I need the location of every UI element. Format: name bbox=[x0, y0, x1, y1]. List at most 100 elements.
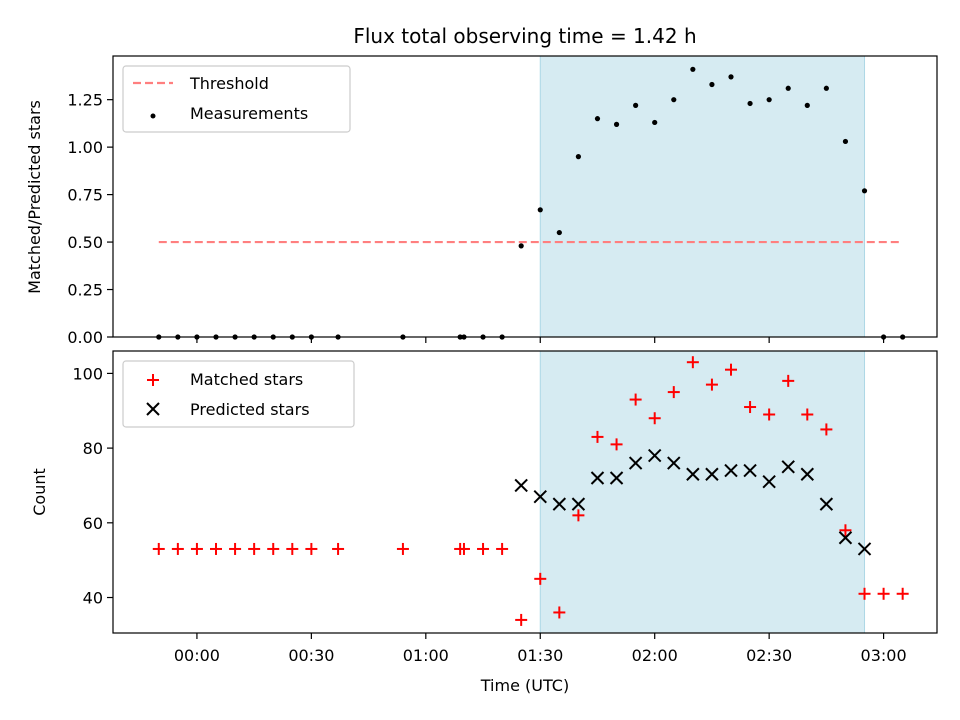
measurement-point bbox=[537, 207, 543, 213]
matched-stars-point bbox=[744, 401, 757, 414]
matched-stars-point bbox=[820, 423, 833, 436]
predicted-stars-point bbox=[590, 471, 605, 485]
matched-stars-point bbox=[705, 378, 718, 391]
predicted-stars-point bbox=[724, 463, 738, 478]
measurement-point bbox=[747, 100, 753, 107]
measurement-point bbox=[671, 97, 677, 103]
matched-stars-point bbox=[648, 412, 661, 425]
predicted-stars-stroke bbox=[762, 475, 776, 489]
x-tick-label: 01:00 bbox=[403, 646, 449, 665]
predicted-stars-stroke bbox=[857, 542, 872, 556]
predicted-stars-legend-label: Predicted stars bbox=[190, 400, 310, 419]
count-x-ticks: 00:00 00:30 01:00 01:30 02:00 02:30 03:00 bbox=[174, 633, 907, 665]
predicted-stars-stroke bbox=[552, 497, 567, 511]
y-tick-label: 0.00 bbox=[67, 328, 103, 347]
predicted-stars-stroke bbox=[724, 463, 738, 478]
predicted-stars-legend-swatch bbox=[146, 402, 160, 416]
count-legend: Matched stars Predicted stars bbox=[122, 360, 355, 428]
predicted-stars-point bbox=[743, 463, 757, 478]
predicted-stars-point bbox=[857, 542, 872, 556]
ratio-shaded-region bbox=[539, 55, 866, 338]
y-tick-label: 0.50 bbox=[67, 233, 103, 252]
y-tick-label: 0.75 bbox=[67, 186, 103, 205]
matched-stars-legend-swatch bbox=[147, 374, 159, 386]
measurement-point bbox=[785, 85, 791, 91]
matched-stars-point bbox=[210, 542, 222, 555]
matched-stars-point bbox=[839, 524, 852, 537]
matched-stars-point bbox=[896, 587, 909, 600]
matched-stars-point bbox=[305, 542, 318, 555]
x-tick-label: 00:00 bbox=[174, 646, 220, 665]
predicted-stars-point bbox=[571, 497, 586, 511]
matched-stars-point bbox=[725, 363, 737, 376]
count-y-axis-label: Count bbox=[30, 468, 49, 516]
threshold-legend-label: Threshold bbox=[189, 74, 269, 93]
measurement-point bbox=[575, 154, 582, 160]
predicted-stars-stroke bbox=[667, 456, 681, 470]
predicted-stars-stroke bbox=[838, 531, 853, 545]
predicted-stars-stroke bbox=[705, 467, 719, 481]
matched-stars-point bbox=[629, 393, 642, 406]
matched-stars-point bbox=[248, 542, 261, 555]
measurement-point bbox=[861, 188, 868, 194]
matched-stars-point bbox=[190, 542, 203, 555]
x-axis-label: Time (UTC) bbox=[480, 676, 569, 695]
x-tick-label: 03:00 bbox=[861, 646, 907, 665]
matched-stars-point bbox=[763, 408, 776, 421]
measurement-point bbox=[613, 121, 620, 127]
ratio-y-axis-label: Matched/Predicted stars bbox=[25, 100, 44, 294]
y-tick-label: 60 bbox=[83, 514, 103, 533]
matched-stars-point bbox=[610, 438, 623, 451]
predicted-stars-stroke bbox=[647, 448, 662, 463]
matched-stars-point bbox=[686, 356, 699, 369]
matched-stars-point bbox=[667, 386, 680, 399]
y-tick-label: 40 bbox=[83, 589, 103, 608]
ratio-y-ticks: 0.00 0.25 0.50 0.75 1.00 1.25 bbox=[67, 91, 113, 347]
count-plot-area bbox=[152, 356, 909, 626]
matched-stars-point bbox=[801, 408, 814, 421]
predicted-stars-stroke bbox=[514, 478, 528, 493]
predicted-stars-point bbox=[686, 467, 700, 481]
measurement-point bbox=[518, 243, 524, 249]
ratio-x-ticks bbox=[196, 337, 885, 343]
predicted-stars-point bbox=[819, 497, 834, 511]
measurement-point bbox=[823, 85, 829, 91]
measurement-point bbox=[652, 119, 658, 126]
measurement-point bbox=[709, 81, 715, 88]
matched-stars-point bbox=[171, 542, 184, 555]
measurement-point bbox=[842, 138, 849, 145]
predicted-stars-point bbox=[781, 460, 795, 474]
predicted-stars-point bbox=[800, 467, 815, 481]
matched-stars-point bbox=[229, 542, 242, 555]
predicted-stars-point bbox=[762, 475, 776, 489]
matched-stars-point bbox=[286, 542, 299, 555]
matched-stars-point bbox=[572, 509, 585, 522]
matched-stars-point bbox=[782, 374, 795, 387]
ratio-legend: Threshold Measurements bbox=[122, 65, 351, 133]
predicted-stars-point bbox=[628, 456, 643, 470]
predicted-stars-point bbox=[838, 531, 853, 545]
measurement-point bbox=[556, 229, 562, 236]
predicted-stars-point bbox=[514, 478, 528, 493]
y-tick-label: 1.00 bbox=[67, 138, 103, 157]
matched-stars-point bbox=[457, 542, 470, 555]
matched-stars-point bbox=[515, 613, 528, 626]
matched-stars-point bbox=[591, 430, 604, 443]
x-tick-label: 02:00 bbox=[632, 646, 678, 665]
matched-stars-point bbox=[267, 542, 280, 555]
predicted-stars-point bbox=[533, 489, 547, 504]
matched-stars-point bbox=[396, 542, 409, 555]
predicted-stars-point bbox=[667, 456, 681, 470]
matched-stars-point bbox=[858, 587, 871, 600]
predicted-stars-point bbox=[609, 471, 624, 485]
matched-stars-point bbox=[553, 606, 566, 619]
count-legend-box bbox=[122, 360, 355, 428]
measurement-point bbox=[766, 97, 772, 103]
predicted-stars-stroke bbox=[628, 456, 643, 470]
count-panel: 40 60 80 100 00:00 00:30 01:00 01:30 02:00 02:30… bbox=[30, 350, 938, 695]
x-tick-label: 00:30 bbox=[288, 646, 334, 665]
measurement-point bbox=[594, 116, 601, 122]
measurements-legend-swatch bbox=[150, 113, 156, 119]
x-tick-label: 02:30 bbox=[746, 646, 792, 665]
